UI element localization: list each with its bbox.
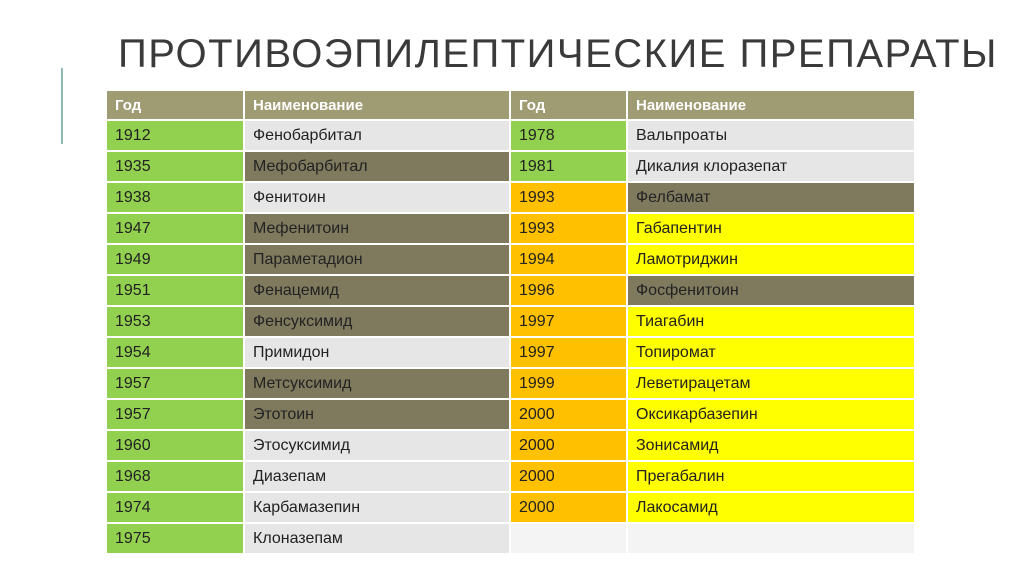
header-year-2: Год [511,91,628,121]
drug-name-cell: Зонисамид [628,431,916,462]
year-cell: 1957 [107,369,245,400]
year-cell: 2000 [511,431,628,462]
year-cell: 1960 [107,431,245,462]
drug-name-cell: Фенацемид [245,276,511,307]
year-cell: 2000 [511,462,628,493]
table-row: 1975 Клоназепам [107,524,916,555]
year-cell: 1953 [107,307,245,338]
drug-name-cell: Лакосамид [628,493,916,524]
drug-name-cell: Оксикарбазепин [628,400,916,431]
slide-title: ПРОТИВОЭПИЛЕПТИЧЕСКИЕ ПРЕПАРАТЫ [118,32,998,76]
drugs-table: Год Наименование Год Наименование 1912 Ф… [107,91,916,555]
header-year-1: Год [107,91,245,121]
table-row: 1949 Параметадион 1994 Ламотриджин [107,245,916,276]
table-row: 1935 Мефобарбитал 1981 Дикалия клоразепа… [107,152,916,183]
table-row: 1954 Примидон 1997 Топиромат [107,338,916,369]
drug-name-cell: Параметадион [245,245,511,276]
table-row: 1951 Фенацемид 1996 Фосфенитоин [107,276,916,307]
drug-name-cell: Прегабалин [628,462,916,493]
year-cell: 1968 [107,462,245,493]
table-row: 1938 Фенитоин 1993 Фелбамат [107,183,916,214]
drug-name-cell: Клоназепам [245,524,511,555]
year-cell: 1947 [107,214,245,245]
year-cell: 1994 [511,245,628,276]
drug-name-cell: Метсуксимид [245,369,511,400]
header-name-1: Наименование [245,91,511,121]
drug-name-cell: Фосфенитоин [628,276,916,307]
table-row: 1974 Карбамазепин 2000 Лакосамид [107,493,916,524]
drug-name-cell: Этосуксимид [245,431,511,462]
year-cell: 1957 [107,400,245,431]
table-row: 1957 Этотоин 2000 Оксикарбазепин [107,400,916,431]
drug-name-cell: Топиромат [628,338,916,369]
year-cell: 1951 [107,276,245,307]
year-cell: 1978 [511,121,628,152]
year-cell: 1954 [107,338,245,369]
year-cell: 1938 [107,183,245,214]
drug-name-cell: Фенитоин [245,183,511,214]
year-cell: 1975 [107,524,245,555]
drug-name-cell: Фенсуксимид [245,307,511,338]
year-cell: 1949 [107,245,245,276]
table-row: 1947 Мефенитоин 1993 Габапентин [107,214,916,245]
table-row: 1953 Фенсуксимид 1997 Тиагабин [107,307,916,338]
drug-name-cell [628,524,916,555]
year-cell: 1935 [107,152,245,183]
accent-line [61,68,63,144]
drug-name-cell: Дикалия клоразепат [628,152,916,183]
table-row: 1957 Метсуксимид 1999 Леветирацетам [107,369,916,400]
year-cell: 2000 [511,400,628,431]
drug-name-cell: Мефобарбитал [245,152,511,183]
table-header-row: Год Наименование Год Наименование [107,91,916,121]
year-cell: 1993 [511,183,628,214]
drug-name-cell: Ламотриджин [628,245,916,276]
drug-name-cell: Габапентин [628,214,916,245]
drug-name-cell: Примидон [245,338,511,369]
table-row: 1912 Фенобарбитал 1978 Вальпроаты [107,121,916,152]
drug-name-cell: Диазепам [245,462,511,493]
table-row: 1968 Диазепам 2000 Прегабалин [107,462,916,493]
drug-name-cell: Мефенитоин [245,214,511,245]
year-cell: 2000 [511,493,628,524]
year-cell: 1996 [511,276,628,307]
drug-name-cell: Леветирацетам [628,369,916,400]
drug-name-cell: Фелбамат [628,183,916,214]
drug-name-cell: Карбамазепин [245,493,511,524]
year-cell: 1997 [511,338,628,369]
year-cell: 1912 [107,121,245,152]
year-cell: 1981 [511,152,628,183]
year-cell: 1974 [107,493,245,524]
year-cell: 1993 [511,214,628,245]
header-name-2: Наименование [628,91,916,121]
table-row: 1960 Этосуксимид 2000 Зонисамид [107,431,916,462]
drug-name-cell: Вальпроаты [628,121,916,152]
year-cell [511,524,628,555]
drug-name-cell: Тиагабин [628,307,916,338]
drug-name-cell: Этотоин [245,400,511,431]
year-cell: 1999 [511,369,628,400]
year-cell: 1997 [511,307,628,338]
drug-name-cell: Фенобарбитал [245,121,511,152]
